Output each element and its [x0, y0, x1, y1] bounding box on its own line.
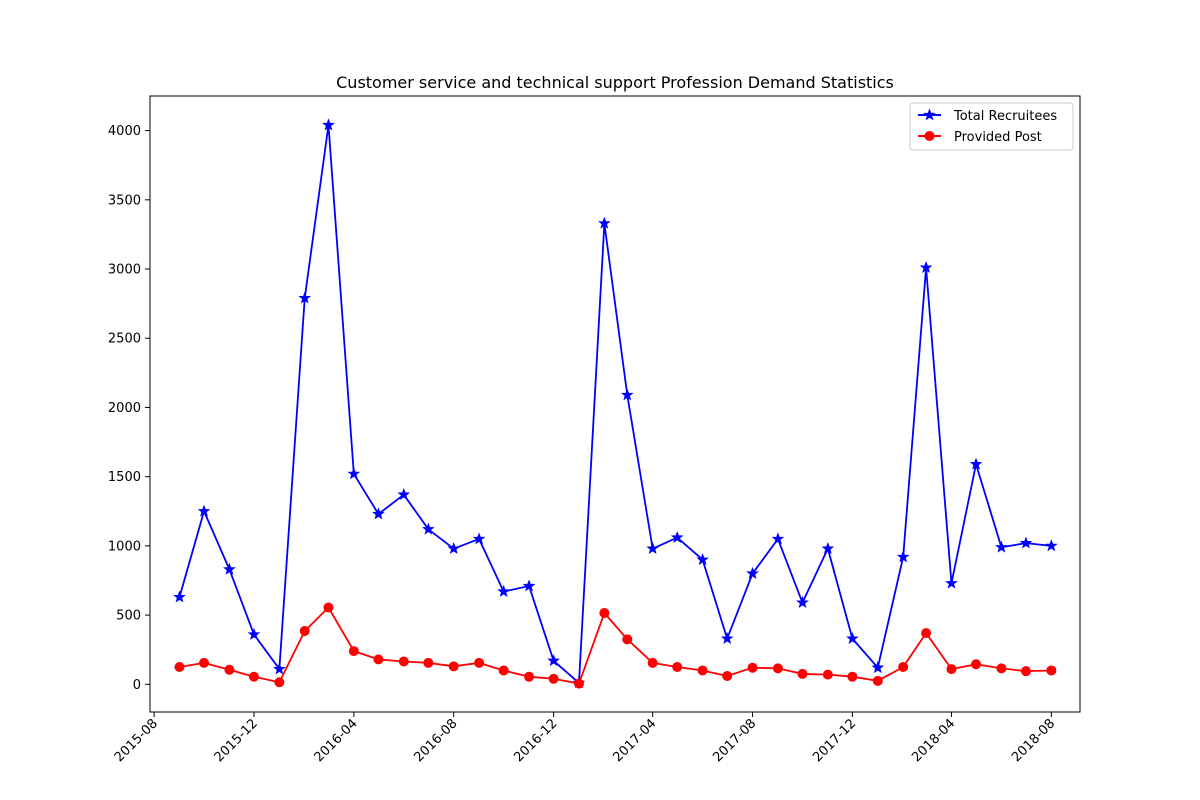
- legend-box: [909, 102, 1074, 151]
- data-point-total-recruitees: [598, 216, 611, 229]
- series-line-total-recruitees: [178, 124, 1052, 684]
- y-tick-label: 1000: [108, 539, 141, 554]
- plot-area: [173, 118, 1058, 689]
- y-tick-label: 500: [116, 609, 141, 624]
- data-point-provided-post: [548, 673, 559, 684]
- plot-frame: [149, 95, 1081, 713]
- legend: Total Recruitees Provided Post: [909, 102, 1074, 151]
- data-point-total-recruitees: [821, 542, 835, 555]
- data-point-provided-post: [199, 657, 210, 668]
- data-point-provided-post: [672, 662, 683, 673]
- data-point-provided-post: [971, 659, 982, 670]
- data-point-provided-post: [474, 657, 485, 668]
- data-point-total-recruitees: [422, 522, 435, 535]
- data-point-total-recruitees: [995, 540, 1008, 553]
- data-point-provided-post: [348, 646, 359, 657]
- data-point-provided-post: [274, 677, 285, 688]
- data-point-total-recruitees: [347, 467, 361, 480]
- data-point-provided-post: [847, 671, 858, 682]
- data-point-total-recruitees: [969, 457, 983, 470]
- data-point-total-recruitees: [746, 566, 759, 579]
- data-point-total-recruitees: [796, 595, 809, 609]
- data-point-total-recruitees: [173, 590, 186, 603]
- legend-marker-symbol: [924, 131, 935, 141]
- y-tick-label: 1500: [108, 470, 141, 485]
- data-point-provided-post: [573, 678, 584, 689]
- data-point-total-recruitees: [919, 261, 933, 274]
- data-point-total-recruitees: [522, 579, 536, 592]
- data-point-total-recruitees: [497, 584, 510, 597]
- data-point-total-recruitees: [322, 118, 335, 131]
- data-point-provided-post: [822, 669, 833, 680]
- data-point-provided-post: [747, 662, 758, 673]
- data-point-provided-post: [622, 634, 633, 645]
- legend-label-total-recruitees: Total Recruitees: [953, 109, 1057, 124]
- data-point-provided-post: [946, 664, 957, 675]
- data-point-provided-post: [423, 657, 434, 668]
- data-point-provided-post: [448, 661, 459, 672]
- data-point-total-recruitees: [670, 530, 684, 543]
- data-point-total-recruitees: [472, 532, 486, 545]
- data-point-provided-post: [996, 663, 1007, 674]
- data-point-total-recruitees: [372, 507, 385, 520]
- data-point-provided-post: [248, 671, 259, 682]
- y-tick-label: 2500: [108, 332, 141, 347]
- data-point-total-recruitees: [620, 388, 634, 401]
- series-provided-post: [174, 602, 1057, 689]
- y-tick-label: 4000: [108, 124, 141, 139]
- data-point-provided-post: [224, 664, 235, 675]
- data-point-total-recruitees: [298, 291, 312, 304]
- y-tick-label: 2000: [108, 401, 141, 416]
- data-point-provided-post: [722, 671, 733, 682]
- data-point-provided-post: [872, 675, 883, 686]
- data-point-total-recruitees: [273, 662, 286, 675]
- data-point-total-recruitees: [447, 542, 461, 555]
- data-point-provided-post: [174, 662, 185, 673]
- data-point-total-recruitees: [871, 661, 885, 674]
- data-point-total-recruitees: [223, 562, 236, 575]
- series-line-provided-post: [179, 606, 1052, 685]
- data-point-provided-post: [498, 665, 509, 676]
- data-point-provided-post: [1046, 665, 1057, 676]
- data-point-total-recruitees: [547, 654, 560, 667]
- data-point-provided-post: [898, 662, 909, 673]
- data-point-total-recruitees: [197, 504, 211, 517]
- data-point-provided-post: [398, 656, 409, 667]
- data-point-total-recruitees: [1019, 536, 1033, 549]
- data-point-provided-post: [1020, 666, 1031, 677]
- data-point-provided-post: [524, 671, 535, 682]
- series-total-recruitees: [173, 118, 1058, 689]
- data-point-total-recruitees: [247, 627, 261, 640]
- data-point-provided-post: [323, 602, 334, 613]
- data-point-total-recruitees: [896, 550, 910, 563]
- data-point-provided-post: [599, 608, 610, 619]
- data-point-provided-post: [299, 626, 310, 637]
- legend-marker-total-recruitees: [923, 108, 936, 121]
- data-point-total-recruitees: [397, 488, 411, 501]
- legend-marker-symbol: [923, 108, 936, 121]
- data-point-total-recruitees: [771, 532, 785, 545]
- data-point-provided-post: [797, 668, 808, 679]
- chart-title: Customer service and technical support P…: [336, 73, 894, 92]
- y-axis: 0 500 1000 1500 2000 2500 3000 3500 4000: [108, 124, 150, 693]
- data-point-total-recruitees: [646, 542, 659, 555]
- y-tick-label: 3000: [108, 263, 141, 278]
- data-point-total-recruitees: [696, 553, 709, 566]
- y-tick-label: 3500: [108, 193, 141, 208]
- y-tick-label: 0: [133, 678, 141, 693]
- data-point-provided-post: [697, 665, 708, 676]
- data-point-provided-post: [921, 628, 932, 639]
- data-point-total-recruitees: [720, 631, 734, 645]
- data-point-total-recruitees: [945, 576, 958, 589]
- data-point-total-recruitees: [1045, 539, 1058, 552]
- legend-label-provided-post: Provided Post: [954, 130, 1042, 145]
- data-point-total-recruitees: [846, 631, 859, 645]
- data-point-provided-post: [373, 654, 384, 665]
- data-point-provided-post: [772, 663, 783, 674]
- legend-marker-provided-post: [924, 131, 935, 141]
- data-point-provided-post: [647, 657, 658, 668]
